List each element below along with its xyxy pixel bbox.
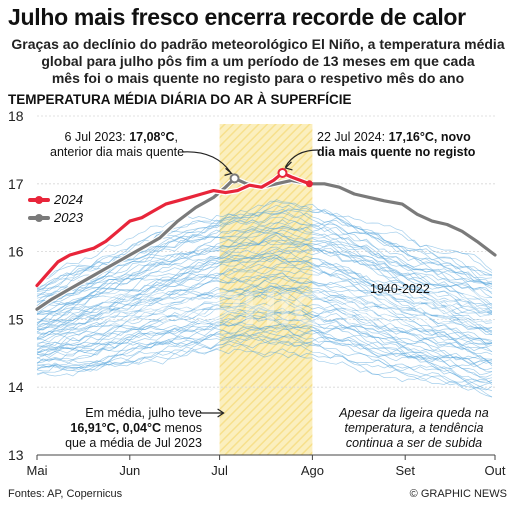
record-2024-marker — [277, 167, 288, 178]
historical-series-line — [36, 311, 493, 368]
annotation-line: dia mais quente no registo — [317, 145, 476, 159]
historical-series-line — [36, 314, 493, 372]
x-tick-label: Jul — [211, 463, 228, 478]
annotation-july-average: Em média, julho teve 16,91°C, 0,04°C men… — [60, 406, 202, 451]
historical-series-line — [36, 232, 493, 302]
source-note: Fontes: AP, Copernicus — [8, 488, 123, 500]
historical-series-line — [36, 211, 493, 290]
historical-series-line — [36, 199, 493, 288]
historical-series-line — [36, 207, 493, 284]
subtitle: Graças ao declínio do padrão meteorológi… — [8, 36, 508, 87]
historical-series-line — [36, 244, 493, 315]
subtitle-line: global para julho pôs fim a um período d… — [41, 53, 475, 69]
historical-series-line — [36, 304, 493, 360]
annotation-value: 17,08°C — [129, 130, 175, 144]
y-tick-label: 18 — [8, 108, 24, 124]
callout-arrowhead-2023 — [224, 167, 233, 176]
callout-arrow-2023 — [181, 151, 232, 173]
series-2024-line — [35, 171, 311, 288]
historical-series-line — [36, 304, 493, 353]
annotation-value: 17,16°C, novo — [388, 130, 471, 144]
annotation-date: 6 Jul 2023: — [64, 130, 126, 144]
annotation-line: continua a ser de subida — [345, 436, 483, 450]
historical-series-line — [36, 266, 493, 327]
legend-label-2024: 2024 — [54, 192, 83, 207]
historical-series-line — [36, 275, 493, 336]
subtitle-line: mês foi o mais quente no registo para o … — [51, 70, 465, 86]
annotation-2024-record: 22 Jul 2024: 17,16°C, novo dia mais quen… — [317, 130, 507, 160]
historical-series-line — [36, 234, 493, 307]
historical-series-line — [36, 256, 493, 325]
page-title: Julho mais fresco encerra recorde de cal… — [8, 4, 466, 30]
annotation-2023-record: 6 Jul 2023: 17,08°C, anterior dia mais q… — [50, 130, 185, 160]
annotation-line: que a média de Jul 2023 — [65, 436, 202, 450]
legend-dot-2024 — [35, 196, 43, 204]
legend-dot-2023 — [35, 214, 43, 222]
series-2024-end-point — [305, 180, 313, 188]
historical-series-line — [36, 226, 493, 299]
historical-series-line — [36, 266, 493, 324]
historical-series-line — [36, 221, 493, 298]
historical-series-line — [36, 332, 493, 385]
historical-series-line — [36, 284, 493, 344]
annotation-suffix: , — [174, 130, 178, 144]
historical-series-line — [36, 254, 493, 326]
historical-series-line — [36, 254, 493, 316]
historical-series-line — [36, 290, 493, 347]
x-tick-label: Ago — [301, 463, 324, 478]
historical-series-line — [36, 240, 493, 314]
annotation-date: 22 Jul 2024: — [317, 130, 386, 144]
historical-series-line — [36, 311, 493, 361]
annotation-trend: Apesar da ligeira queda na temperatura, … — [320, 406, 508, 451]
historical-series-line — [36, 250, 493, 313]
y-tick-label: 13 — [8, 447, 24, 463]
historical-series-line — [36, 332, 493, 385]
historical-series-line — [36, 272, 493, 335]
subtitle-line: Graças ao declínio do padrão meteorológi… — [11, 36, 505, 52]
annotation-line: Em média, julho teve — [85, 406, 202, 420]
historical-series-line — [36, 323, 493, 367]
y-tick-label: 14 — [8, 379, 24, 395]
chart-heading: TEMPERATURA MÉDIA DIÁRIA DO AR À SUPERFÍ… — [8, 92, 352, 107]
callout-arrowhead-2024 — [284, 161, 293, 171]
historical-series-line — [36, 323, 493, 380]
historical-series-line — [36, 248, 493, 314]
historical-series-line — [36, 229, 493, 303]
annotation-value: 16,91°C, 0,04°C — [70, 421, 161, 435]
x-tick-label: Out — [485, 463, 506, 478]
historical-series-line — [36, 329, 493, 391]
historical-series-line — [36, 331, 493, 378]
annotation-line: Apesar da ligeira queda na — [339, 406, 489, 420]
historical-series-line — [36, 321, 493, 364]
historical-series-line — [36, 338, 493, 391]
x-tick-label: Mai — [27, 463, 48, 478]
credit-note: © GRAPHIC NEWS — [409, 488, 507, 500]
legend-label-2023: 2023 — [54, 210, 83, 225]
x-tick-label: Set — [395, 463, 415, 478]
historical-series-line — [36, 337, 493, 398]
x-tick-label: Jun — [119, 463, 140, 478]
y-tick-label: 15 — [8, 311, 24, 327]
historical-series-line — [36, 348, 493, 391]
annotation-line: temperatura, a tendência — [344, 421, 484, 435]
watermark: GRAPHIC NEWS — [100, 283, 491, 336]
historical-series-line — [36, 239, 493, 309]
callout-arrowhead-july — [217, 408, 225, 418]
y-tick-label: 16 — [8, 244, 24, 260]
historical-series-line — [36, 303, 493, 351]
record-2023-marker — [229, 173, 240, 184]
annotation-line: anterior dia mais quente — [50, 145, 185, 159]
annotation-suffix: menos — [161, 421, 202, 435]
y-tick-label: 17 — [8, 176, 24, 192]
callout-arrow-2024 — [284, 149, 319, 168]
historical-series-line — [36, 227, 493, 307]
historical-range-label: 1940-2022 — [370, 282, 430, 296]
historical-series-line — [36, 316, 493, 371]
